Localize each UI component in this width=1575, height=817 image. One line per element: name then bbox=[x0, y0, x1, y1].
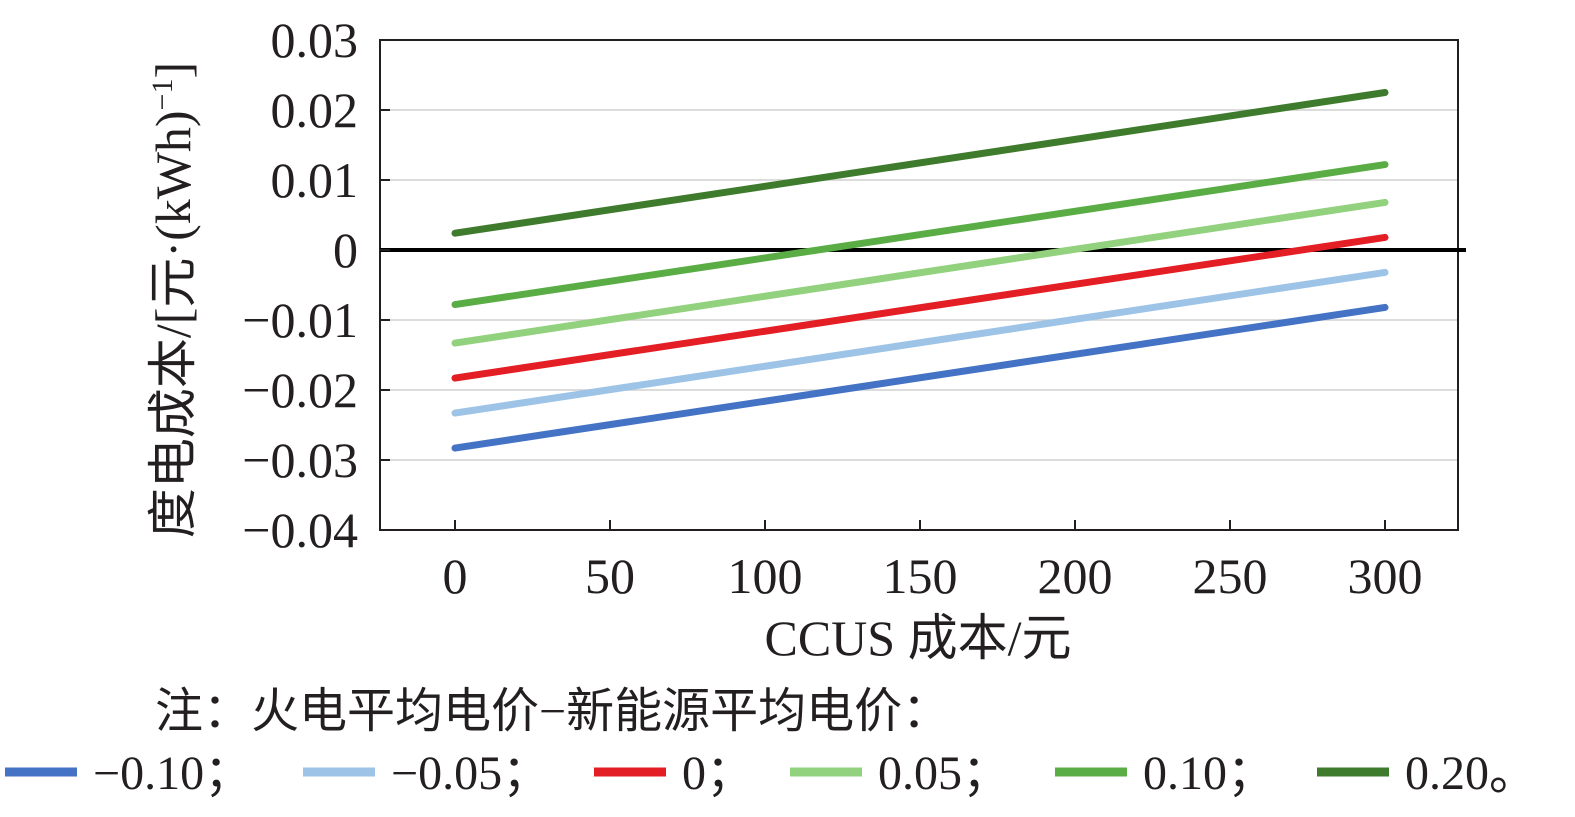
legend-label-5: 0.10； bbox=[1143, 747, 1275, 800]
y-tick-label: −0.01 bbox=[242, 292, 358, 348]
y-tick-label: −0.04 bbox=[242, 502, 358, 558]
y-tick-label: −0.02 bbox=[242, 362, 358, 418]
series-line-4 bbox=[451, 198, 1389, 347]
y-tick-label: 0.01 bbox=[271, 152, 359, 208]
x-axis-ticks: 0 50 100 150 200 250 300 bbox=[443, 520, 1423, 604]
x-tick-label: 200 bbox=[1038, 548, 1113, 604]
x-tick-label: 150 bbox=[883, 548, 958, 604]
legend-label-6: 0.20。 bbox=[1405, 747, 1537, 800]
y-axis-title-superscript: −1 bbox=[146, 79, 179, 111]
legend-label-2: −0.05； bbox=[391, 747, 550, 800]
series-line-1 bbox=[451, 303, 1389, 452]
y-axis-title-main: 度电成本/[元·(kWh) bbox=[145, 110, 201, 538]
x-tick-label: 50 bbox=[585, 548, 635, 604]
y-tick-label: 0 bbox=[333, 222, 358, 278]
legend-label-4: 0.05； bbox=[878, 747, 1010, 800]
x-tick-label: 250 bbox=[1193, 548, 1268, 604]
y-axis-title-group: 度电成本/[元·(kWh)−1] bbox=[145, 62, 201, 538]
y-axis-ticks: 0.03 0.02 0.01 0 −0.01 −0.02 −0.03 −0.04 bbox=[242, 12, 390, 558]
y-tick-label: 0.03 bbox=[271, 12, 359, 68]
x-axis-title: CCUS 成本/元 bbox=[764, 610, 1071, 666]
x-tick-label: 300 bbox=[1348, 548, 1423, 604]
x-tick-label: 100 bbox=[728, 548, 803, 604]
y-axis-title-close: ] bbox=[145, 62, 201, 79]
legend-label-3: 0； bbox=[682, 747, 754, 800]
legend-label-1: −0.10； bbox=[93, 747, 252, 800]
legend: −0.10； −0.05； 0； 0.05； 0.10； 0.20。 bbox=[5, 747, 1537, 800]
series-line-6 bbox=[451, 89, 1389, 237]
y-axis-title: 度电成本/[元·(kWh)−1] bbox=[145, 62, 201, 538]
y-tick-label: 0.02 bbox=[271, 82, 359, 138]
legend-note: 注：火电平均电价−新能源平均电价： bbox=[155, 685, 950, 738]
series-line-3 bbox=[451, 233, 1389, 382]
series-layer bbox=[451, 89, 1389, 452]
series-line-5 bbox=[451, 161, 1389, 309]
series-line-2 bbox=[451, 268, 1389, 417]
y-tick-label: −0.03 bbox=[242, 432, 358, 488]
x-tick-label: 0 bbox=[443, 548, 468, 604]
